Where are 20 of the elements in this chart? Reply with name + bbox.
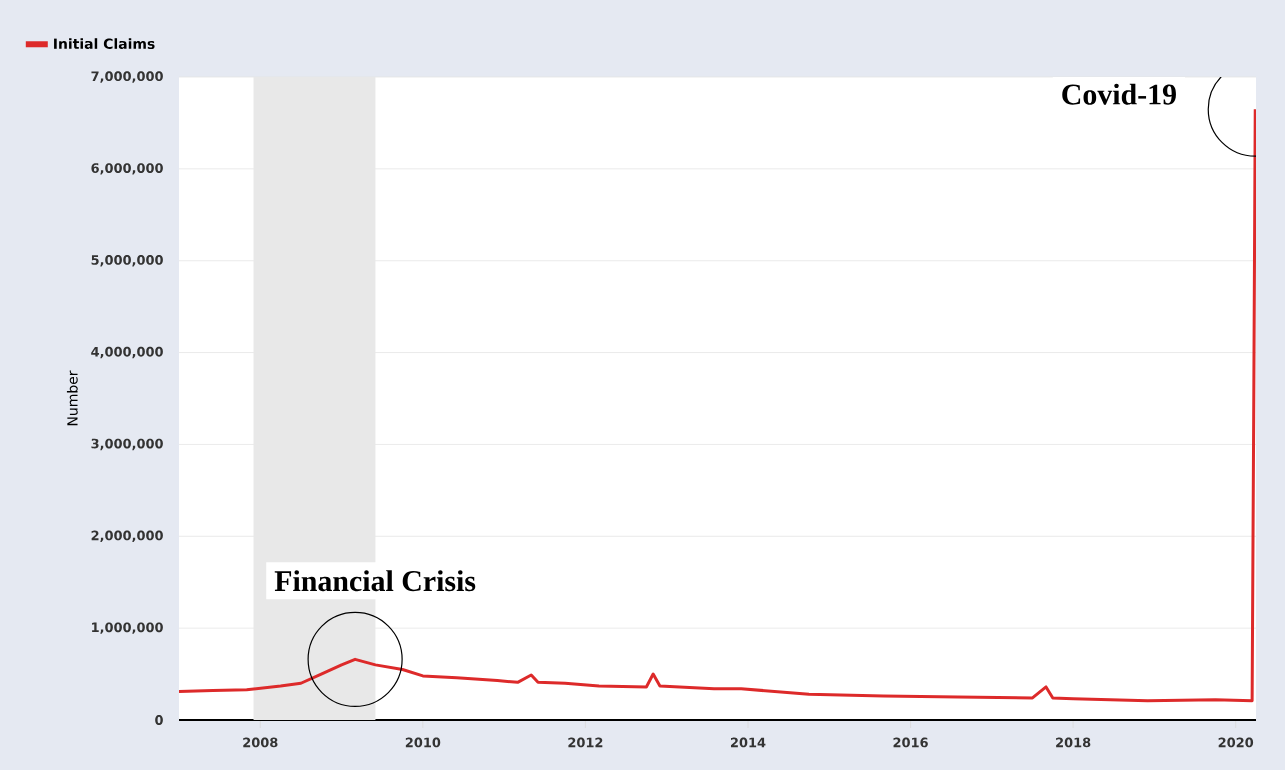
y-tick-label: 7,000,000	[91, 71, 163, 83]
x-tick-label: 2012	[568, 737, 603, 748]
x-tick-label: 2016	[893, 737, 928, 748]
x-tick-label: 2010	[405, 737, 441, 748]
y-tick-label: 5,000,000	[91, 254, 163, 267]
y-tick-label: 3,000,000	[91, 438, 163, 451]
y-axis-title: Number	[66, 370, 78, 426]
y-tick-label: 2,000,000	[91, 530, 163, 543]
y-tick-label: 0	[155, 715, 163, 725]
x-tick-label: 2020	[1218, 737, 1254, 748]
y-tick-label: 4,000,000	[91, 346, 163, 359]
y-tick-label: 1,000,000	[92, 622, 163, 634]
annotation: Covid-19	[1062, 83, 1176, 105]
line-series	[179, 107, 1256, 703]
x-tick-label: 2014	[730, 737, 766, 748]
x-tick-label: 2018	[1056, 737, 1091, 748]
x-tick-label: 2008	[243, 737, 278, 748]
y-tick-label: 6,000,000	[91, 163, 163, 175]
legend-label: Initial Claims	[54, 38, 155, 50]
annotation: Financial Crisis	[274, 570, 476, 592]
